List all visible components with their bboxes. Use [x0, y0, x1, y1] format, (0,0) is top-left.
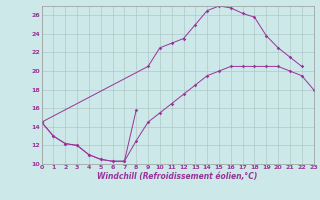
X-axis label: Windchill (Refroidissement éolien,°C): Windchill (Refroidissement éolien,°C)	[97, 172, 258, 181]
